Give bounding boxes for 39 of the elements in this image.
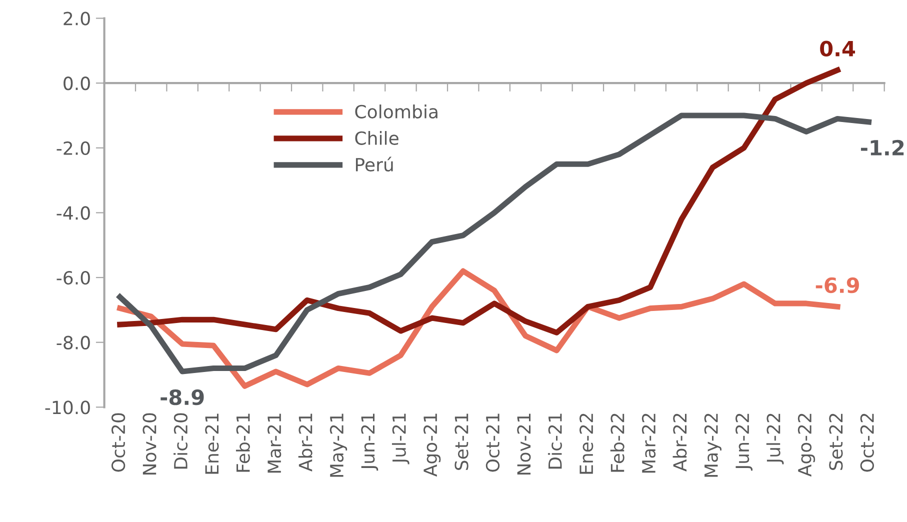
annotation: -1.2 <box>860 140 904 156</box>
x-tick-label: Jun-21 <box>361 414 378 471</box>
x-tick-label: May-22 <box>704 414 722 477</box>
x-tick-label: Oct-22 <box>860 414 874 472</box>
x-tick-label: Mar-22 <box>642 414 656 473</box>
annotation: -8.9 <box>160 389 204 406</box>
x-tick-label: Ago-22 <box>798 414 816 477</box>
y-tick-label: 0.0 <box>64 76 90 90</box>
x-tick-label: May-21 <box>330 414 348 477</box>
x-tick-label: Dic-21 <box>548 414 562 469</box>
y-tick-label: -4.0 <box>56 206 90 220</box>
x-tick-label: Ene-22 <box>580 414 594 474</box>
x-tick-label: Jul-21 <box>392 414 410 464</box>
x-tick-label: Jul-22 <box>766 414 784 464</box>
y-tick-label: -8.0 <box>56 336 90 350</box>
x-tick-label: Mar-21 <box>267 414 282 473</box>
x-tick-label: Abr-22 <box>672 414 687 472</box>
x-tick-label: Ene-21 <box>205 414 219 474</box>
x-tick-label: Dic-20 <box>174 413 188 469</box>
x-tick-label: Feb-22 <box>610 414 624 472</box>
legend-label: Colombia <box>355 104 438 118</box>
x-tick-label: Jun-22 <box>736 414 753 471</box>
x-tick-label: Abr-21 <box>298 414 312 472</box>
legend-label: Perú <box>356 156 393 172</box>
x-tick-label: Set-22 <box>829 414 843 470</box>
y-tick-label: 2.0 <box>64 12 90 26</box>
y-tick-label: -10.0 <box>45 400 90 414</box>
annotation: 0.4 <box>820 40 856 57</box>
x-tick-label: Nov-20 <box>142 413 156 475</box>
legend-label: Chile <box>355 131 398 145</box>
x-tick-label: Nov-21 <box>517 414 531 475</box>
x-tick-label: Ago-21 <box>423 414 441 477</box>
x-tick-label: Set-21 <box>454 414 468 470</box>
annotation: -6.9 <box>816 277 859 294</box>
y-tick-label: -6.0 <box>56 270 90 285</box>
y-tick-label: -2.0 <box>56 141 90 156</box>
x-tick-label: Feb-21 <box>236 414 250 472</box>
x-tick-label: Oct-20 <box>111 413 126 472</box>
x-tick-label: Oct-21 <box>486 414 500 472</box>
